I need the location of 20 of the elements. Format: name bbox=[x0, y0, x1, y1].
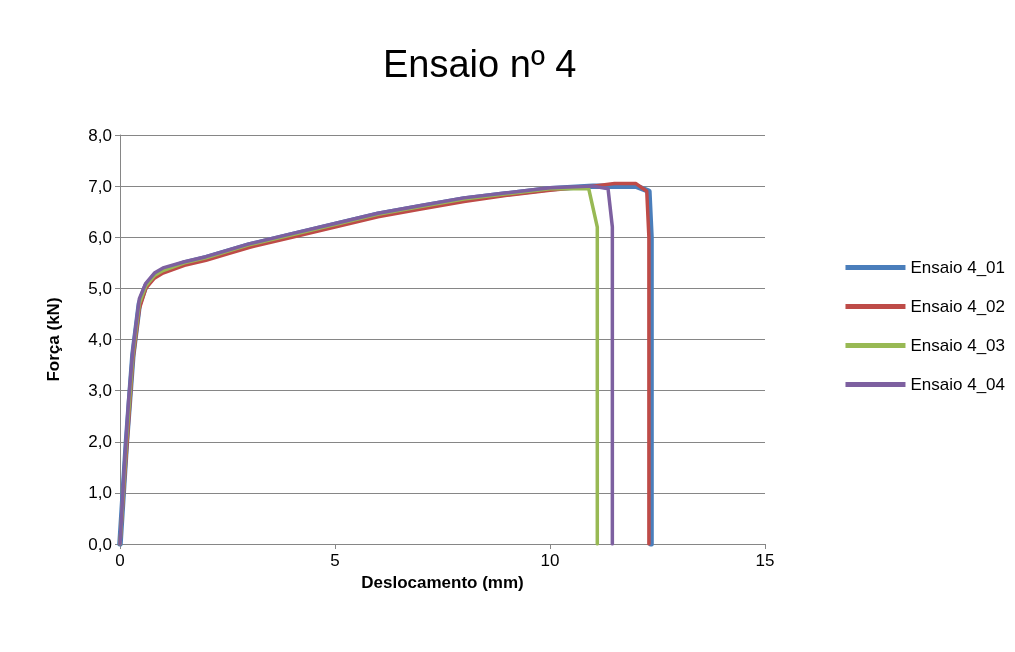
y-tick-label: 1,0 bbox=[88, 483, 112, 503]
chart-title: Ensaio nº 4 bbox=[383, 43, 577, 85]
y-tick-label: 3,0 bbox=[88, 381, 112, 401]
y-tick-label: 2,0 bbox=[88, 432, 112, 452]
legend-label: Ensaio 4_01 bbox=[910, 258, 1006, 277]
legend-label: Ensaio 4_04 bbox=[910, 375, 1006, 394]
y-tick-label: 6,0 bbox=[88, 227, 112, 247]
y-tick-label: 8,0 bbox=[88, 125, 112, 145]
legend-label: Ensaio 4_02 bbox=[910, 297, 1006, 316]
x-tick-label: 5 bbox=[330, 551, 340, 570]
y-tick-label: 4,0 bbox=[88, 330, 112, 349]
x-tick-label: 10 bbox=[540, 551, 560, 570]
x-tick-label: 0 bbox=[115, 551, 125, 570]
legend-label: Ensaio 4_03 bbox=[910, 336, 1006, 355]
y-axis-title: Força (kN) bbox=[44, 297, 63, 382]
y-tick-label: 7,0 bbox=[88, 176, 112, 196]
y-tick-label: 0,0 bbox=[88, 534, 112, 554]
x-tick-label: 15 bbox=[755, 551, 775, 570]
y-tick-label: 5,0 bbox=[88, 278, 112, 298]
x-axis-title: Deslocamento (mm) bbox=[361, 573, 524, 592]
